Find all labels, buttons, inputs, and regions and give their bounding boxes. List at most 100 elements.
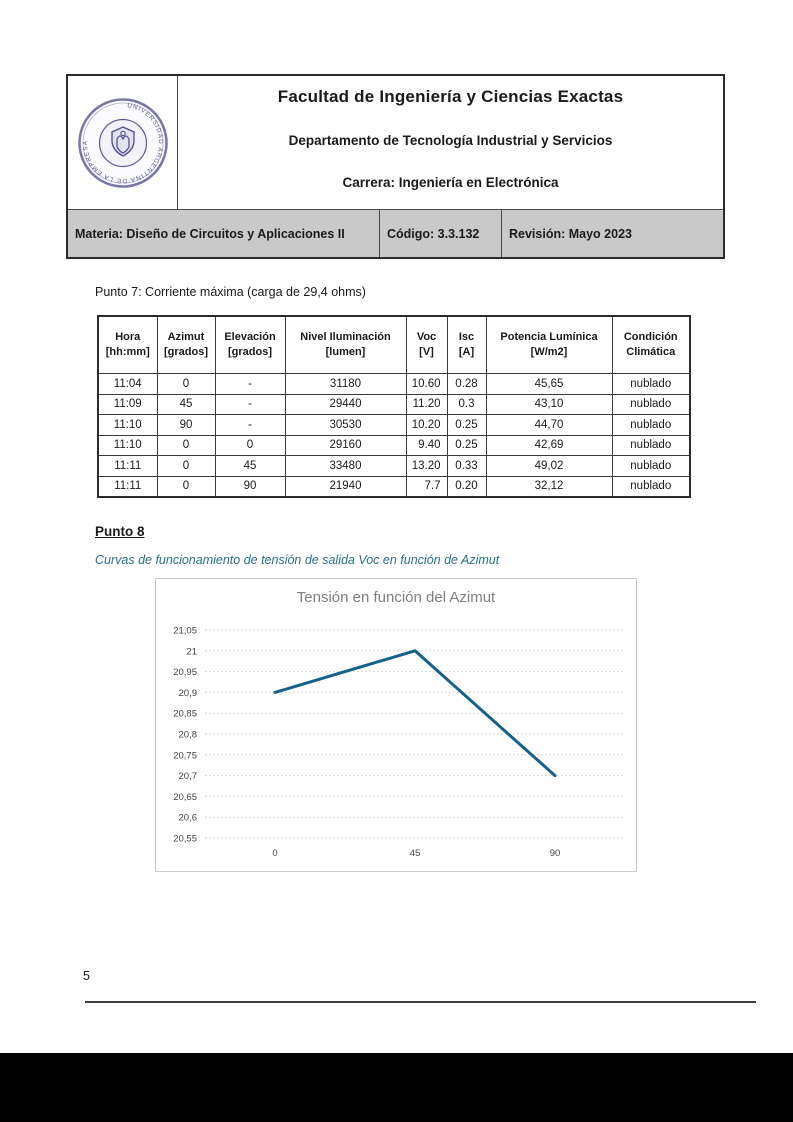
table-row: 11:10 90-30530 10.20 0.25 44,70 nublado [97,414,691,436]
table-cell: 45 [214,455,286,477]
table-row: 11:09 45-29440 11.20 0.3 43,10 nublado [97,393,691,415]
table-cell: 11.20 [405,393,448,415]
table-cell: 21940 [284,475,407,498]
table-cell: - [214,414,286,436]
table-cell: 43,10 [485,393,613,415]
table-cell: 29440 [284,393,407,415]
doc-header-box: UNIVERSIDAD ARGENTINA DE LA EMPRESA Facu… [66,74,725,259]
table-cell: 0 [156,434,216,456]
doc-header-meta-row: Materia: Diseño de Circuitos y Aplicacio… [68,209,723,257]
table-cell: 49,02 [485,455,613,477]
chart-title: Tensión en función del Azimut [296,589,496,606]
table-cell: 0.3 [446,393,487,415]
table-cell: 0 [156,455,216,477]
y-axis-tick-label: 20,75 [173,750,197,761]
table-cell: - [214,373,286,395]
table-cell: 0 [156,475,216,498]
table-cell: - [214,393,286,415]
bottom-black-band [0,1053,793,1122]
page-number: 5 [83,969,90,983]
voltage-vs-azimut-chart: 21,05 21 20,95 20,9 20,85 20,8 20,75 20,7 20,65 2… [155,578,637,872]
footer-divider [85,1001,756,1003]
measurements-table: Hora [hh:mm] Azimut [grados] Elevación [gr… [97,315,691,498]
y-axis-tick-label: 20,9 [179,688,198,699]
voltage-line-series [273,649,557,778]
table-cell: 11:10 [97,414,158,436]
line-chart-canvas: 21,05 21 20,95 20,9 20,85 20,8 20,75 20,7 20,65 2… [173,626,625,859]
y-axis-tick-label: 20,65 [173,792,197,803]
table-cell: nublado [611,434,691,456]
table-cell: 11:09 [97,393,158,415]
codigo-cell: Código: 3.3.132 [380,210,502,257]
y-axis-tick-label: 21 [186,646,197,657]
table-cell: 0.25 [446,434,487,456]
table-cell: 11:11 [97,455,158,477]
table-cell: 10.60 [405,373,448,395]
y-axis-tick-label: 20,8 [179,730,198,741]
table-cell: 0.20 [446,475,487,498]
punto7-heading: Punto 7: Corriente máxima (carga de 29,4… [95,285,366,299]
table-cell: 0.28 [446,373,487,395]
table-cell: 42,69 [485,434,613,456]
revision-cell: Revisión: Mayo 2023 [509,226,632,241]
table-cell: 13.20 [405,455,448,477]
column-header: Azimut [grados] [156,315,216,374]
y-axis-tick-label: 20,85 [173,709,197,720]
y-axis-tick-label: 20,7 [179,771,198,782]
table-cell: 0 [156,373,216,395]
table-cell: 0 [214,434,286,456]
table-row: 11:10 0 0 29160 9.40 0.25 42,69 nublado [97,434,691,456]
table-cell: 45 [156,393,216,415]
table-cell: 10.20 [405,414,448,436]
table-cell: 0.25 [446,414,487,436]
column-header: Hora [hh:mm] [97,315,158,374]
table-cell: 11:04 [97,373,158,395]
y-axis-tick-label: 20,95 [173,667,197,678]
y-axis-tick-label: 20,55 [173,834,197,845]
doc-header-top-row: UNIVERSIDAD ARGENTINA DE LA EMPRESA Facu… [68,76,723,209]
column-header: Nivel Iluminación [lumen] [284,315,407,374]
table-cell: nublado [611,455,691,477]
table-cell: 11:10 [97,434,158,456]
table-cell: 9.40 [405,434,448,456]
column-header: Isc [A] [446,315,487,374]
y-axis-tick-label: 20,6 [179,813,198,824]
doc-header-titles: Facultad de Ingeniería y Ciencias Exacta… [178,76,723,209]
x-axis-tick-label: 45 [410,848,421,859]
materia-cell: Materia: Diseño de Circuitos y Aplicacio… [68,210,380,257]
table-cell: nublado [611,373,691,395]
column-header: Potencia Lumínica [W/m2] [485,315,613,374]
table-cell: 29160 [284,434,407,456]
table-cell: 45,65 [485,373,613,395]
logo-cell: UNIVERSIDAD ARGENTINA DE LA EMPRESA [68,76,178,209]
faculty-title: Facultad de Ingeniería y Ciencias Exacta… [277,87,624,106]
table-cell: 90 [156,414,216,436]
career-title: Carrera: Ingeniería en Electrónica [342,175,559,190]
table-cell: nublado [611,475,691,498]
column-header: Elevación [grados] [214,315,286,374]
table-row: 11:04 0-31180 10.60 0.28 45,65 nublado [97,373,691,395]
table-cell: 90 [214,475,286,498]
y-axis-tick-label: 21,05 [173,626,197,637]
table-cell: nublado [611,414,691,436]
table-cell: 44,70 [485,414,613,436]
table-cell: 0.33 [446,455,487,477]
table-cell: 30530 [284,414,407,436]
x-axis-tick-label: 90 [550,848,561,859]
column-header: Condición Climática [611,315,691,374]
table-row: 11:11 0 90 21940 7.7 0.20 32,12 nublado [97,475,691,498]
university-seal-icon: UNIVERSIDAD ARGENTINA DE LA EMPRESA [77,97,168,188]
table-cell: 11:11 [97,475,158,498]
table-cell: 33480 [284,455,407,477]
table-cell: 31180 [284,373,407,395]
table-cell: 32,12 [485,475,613,498]
column-header: Voc [V] [405,315,448,374]
table-row: 11:11 0 45 33480 13.20 0.33 49,02 nublado [97,455,691,477]
punto8-heading: Punto 8 [95,524,145,539]
table-cell: 7.7 [405,475,448,498]
chart-caption: Curvas de funcionamiento de tensión de s… [95,553,500,567]
department-title: Departamento de Tecnología Industrial y … [288,133,613,148]
x-axis-tick-label: 0 [272,848,277,859]
table-cell: nublado [611,393,691,415]
